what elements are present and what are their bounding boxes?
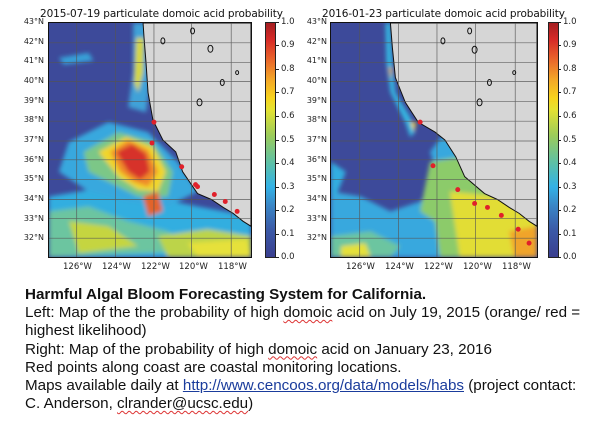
habs-link[interactable]: http://www.cencoos.org/data/models/habs xyxy=(182,377,464,395)
left-map xyxy=(48,22,252,258)
caption-text: ) xyxy=(248,395,254,413)
lat-tick: 37°N xyxy=(23,135,44,144)
caption-text: (project contact: C. Anderson, xyxy=(25,377,577,413)
lon-tick: 124°W xyxy=(385,262,414,272)
lat-tick: 38°N xyxy=(306,115,327,124)
caption-left-description: Left: Map of the the probability of high… xyxy=(25,304,595,340)
lat-tick: 38°N xyxy=(23,115,44,124)
lat-tick: 34°N xyxy=(306,194,327,203)
lat-tick: 41°N xyxy=(306,56,327,65)
colorbar-tick: 0.3 xyxy=(276,182,295,192)
colorbar-tick: 0.2 xyxy=(276,205,295,215)
colorbar-tick: 0.9 xyxy=(558,40,577,50)
right-map xyxy=(330,22,538,258)
right-map-heatmap xyxy=(331,23,537,257)
caption-text: Left: Map of the the probability of high xyxy=(25,304,284,322)
lat-tick: 32°N xyxy=(23,233,44,242)
lat-tick: 40°N xyxy=(23,76,44,85)
colorbar-tick: 0.5 xyxy=(558,135,577,145)
caption-text: Maps available daily at xyxy=(25,377,183,395)
lat-tick: 39°N xyxy=(23,96,44,105)
colorbar-tick: 0.0 xyxy=(276,252,295,262)
lat-tick: 35°N xyxy=(306,174,327,183)
lat-tick: 42°N xyxy=(306,37,327,46)
spellcheck-word: domoic xyxy=(268,340,318,358)
caption-right-description: Right: Map of the probability of high do… xyxy=(25,341,595,359)
colorbar-tick: 0.4 xyxy=(276,158,295,168)
lon-tick: 124°W xyxy=(102,262,131,272)
lat-tick: 36°N xyxy=(306,155,327,164)
lon-tick: 126°W xyxy=(63,262,92,272)
caption: Harmful Algal Bloom Forecasting System f… xyxy=(25,286,595,413)
lat-tick: 34°N xyxy=(23,194,44,203)
lat-tick: 43°N xyxy=(23,17,44,26)
lat-tick: 33°N xyxy=(23,214,44,223)
colorbar-tick: 0.4 xyxy=(558,158,577,168)
left-colorbar xyxy=(265,22,276,258)
lat-tick: 32°N xyxy=(306,233,327,242)
lat-tick: 43°N xyxy=(306,17,327,26)
colorbar-tick: 1.0 xyxy=(276,17,295,27)
right-map-panel: 2016-01-23 particulate domoic acid proba… xyxy=(306,8,577,272)
colorbar-tick: 0.1 xyxy=(558,229,577,239)
lon-tick: 118°W xyxy=(502,262,531,272)
left-map-heatmap xyxy=(49,23,251,257)
lat-tick: 40°N xyxy=(306,76,327,85)
lon-tick: 120°W xyxy=(179,262,208,272)
lat-tick: 36°N xyxy=(23,155,44,164)
colorbar-tick: 0.6 xyxy=(276,111,295,121)
lon-tick: 120°W xyxy=(463,262,492,272)
lat-tick: 42°N xyxy=(23,37,44,46)
colorbar-tick: 1.0 xyxy=(558,17,577,27)
lat-tick: 37°N xyxy=(306,135,327,144)
lat-tick: 41°N xyxy=(23,56,44,65)
left-map-panel: 2015-07-19 particulate domoic acid proba… xyxy=(0,0,300,280)
colorbar-tick: 0.3 xyxy=(558,182,577,192)
colorbar-tick: 0.0 xyxy=(558,252,577,262)
colorbar-tick: 0.8 xyxy=(276,64,295,74)
lon-tick: 118°W xyxy=(218,262,247,272)
lon-tick: 122°W xyxy=(424,262,453,272)
caption-title: Harmful Algal Bloom Forecasting System f… xyxy=(25,286,427,303)
caption-points-note: Red points along coast are coastal monit… xyxy=(25,358,402,376)
colorbar-tick: 0.9 xyxy=(276,40,295,50)
colorbar-tick: 0.7 xyxy=(276,87,295,97)
colorbar-tick: 0.2 xyxy=(558,205,577,215)
colorbar-tick: 0.6 xyxy=(558,111,577,121)
contact-email: clrander@ucsc.edu xyxy=(117,395,249,413)
lon-tick: 122°W xyxy=(141,262,170,272)
caption-text: acid on July 19, 2015 (orange/ red = hig… xyxy=(25,304,581,340)
caption-maps-availability: Maps available daily at http://www.cenco… xyxy=(25,377,595,413)
lat-tick: 35°N xyxy=(23,174,44,183)
lat-tick: 39°N xyxy=(306,96,327,105)
colorbar-tick: 0.5 xyxy=(276,135,295,145)
right-map-title: 2016-01-23 particulate domoic acid proba… xyxy=(322,8,565,20)
spellcheck-word: domoic xyxy=(283,304,333,322)
caption-text: acid on January 23, 2016 xyxy=(317,340,492,358)
lon-tick: 126°W xyxy=(346,262,375,272)
colorbar-tick: 0.8 xyxy=(558,64,577,74)
lat-tick: 33°N xyxy=(306,214,327,223)
caption-text: Right: Map of the probability of high xyxy=(25,340,269,358)
left-map-title: 2015-07-19 particulate domoic acid proba… xyxy=(40,8,283,20)
colorbar-tick: 0.7 xyxy=(558,87,577,97)
colorbar-tick: 0.1 xyxy=(276,229,295,239)
